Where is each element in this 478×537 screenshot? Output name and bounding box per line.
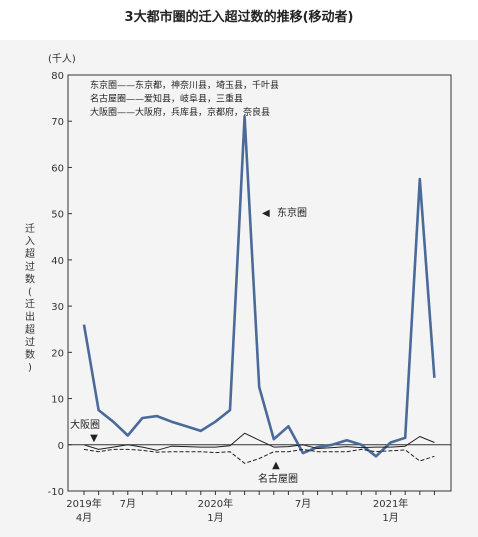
y-tick-label: -10 (48, 487, 64, 498)
y-tick-label: 20 (51, 348, 64, 359)
y-tick-label: 50 (51, 210, 64, 221)
y-unit-label: (千人) (48, 53, 76, 65)
y-axis-label-char: 迁 (25, 223, 35, 235)
tokyo-annotation: 东京圈 (277, 206, 307, 219)
y-tick-label: 10 (51, 395, 64, 406)
nagoya-annotation: 名古屋圈 (258, 472, 298, 485)
region-note: 大阪圈——大阪府，兵库县，京都府，奈良县 (90, 106, 270, 118)
x-tick-label: 2020年 (198, 497, 233, 510)
y-axis-label-char: 数 (25, 272, 35, 285)
series-line-大阪圈 (83, 432, 435, 451)
y-tick-label: 60 (51, 163, 64, 174)
y-tick-label: 30 (51, 302, 64, 313)
x-tick-label: 2021年 (373, 497, 408, 510)
y-tick-label: 70 (51, 117, 64, 128)
region-note: 名古屋圈——爱知县，岐阜县，三重县 (90, 93, 243, 105)
osaka-annotation: 大阪圈 (70, 418, 100, 431)
osaka-marker-icon: ▼ (90, 433, 98, 444)
nagoya-marker-icon: ▲ (272, 460, 280, 471)
y-axis-label-char: 数 (25, 348, 35, 361)
y-axis-label-char: 过 (25, 260, 35, 273)
x-tick-label: 7月 (120, 498, 136, 510)
series-line-名古屋圈 (83, 448, 435, 464)
chart-title: 3大都市圏的迁入超过数的推移(移动者) (124, 10, 354, 25)
y-tick-label: 80 (51, 71, 64, 82)
y-axis-label-char: 入 (25, 237, 35, 248)
chart-background (0, 40, 478, 537)
tokyo-marker-icon: ◀ (262, 208, 270, 219)
y-tick-label: 0 (58, 441, 64, 452)
region-note: 东京圈——东京都，神奈川县，埼玉县，千叶县 (90, 79, 279, 91)
x-tick-label: 7月 (295, 498, 311, 510)
y-axis-label-char: 过 (25, 335, 35, 348)
y-axis-label-char: 超 (25, 247, 35, 260)
y-axis-label-char: 超 (25, 323, 35, 336)
y-axis-label-char: 出 (25, 310, 35, 323)
y-tick-label: 40 (51, 256, 64, 267)
title-band (0, 0, 478, 40)
x-tick-label: 2019年 (66, 497, 101, 510)
y-axis-label-char: 迁 (25, 299, 35, 311)
y-axis-label-char: ( (28, 287, 32, 298)
x-tick-label: 1月 (207, 512, 223, 524)
plot-frame (67, 74, 452, 492)
series-line-东京圈 (82, 115, 436, 458)
y-axis-label-char: ) (28, 363, 32, 374)
x-tick-label: 4月 (76, 512, 92, 524)
x-tick-label: 1月 (382, 512, 398, 524)
